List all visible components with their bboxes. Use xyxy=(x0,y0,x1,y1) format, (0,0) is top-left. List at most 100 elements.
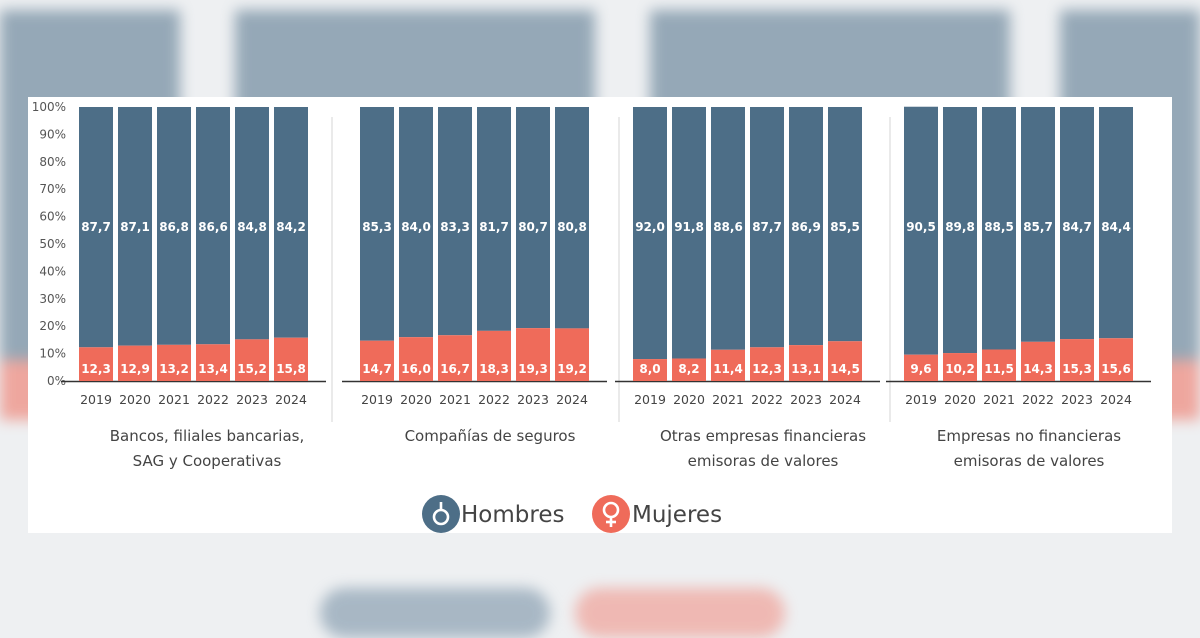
bar-segment-mujeres xyxy=(438,335,472,381)
bar-segment-mujeres xyxy=(1099,338,1133,381)
data-label-hombres: 89,8 xyxy=(945,220,975,234)
data-label-mujeres: 15,3 xyxy=(1062,362,1092,376)
data-label-hombres: 83,3 xyxy=(440,220,470,234)
x-tick-label: 2023 xyxy=(790,392,822,407)
data-label-mujeres: 15,6 xyxy=(1101,362,1131,376)
data-label-mujeres: 14,5 xyxy=(830,362,860,376)
y-tick-label: 90% xyxy=(39,127,66,141)
bar-segment-hombres xyxy=(789,107,823,346)
data-label-hombres: 86,6 xyxy=(198,220,228,234)
bar-segment-hombres xyxy=(555,107,589,329)
stacked-bar-chart: 0% 10% 20% 30% 40% 50% 60% 70% 80% 90% 100% 87,7 12,… xyxy=(32,100,1151,533)
data-label-mujeres: 8,2 xyxy=(678,362,699,376)
x-tick-label: 2019 xyxy=(80,392,112,407)
chart-card: 0% 10% 20% 30% 40% 50% 60% 70% 80% 90% 100% 87,7 12,… xyxy=(28,97,1172,533)
data-label-hombres: 84,0 xyxy=(401,220,431,234)
bar-segment-hombres xyxy=(672,107,706,359)
bar-segment-mujeres xyxy=(555,328,589,381)
bar-segment-hombres xyxy=(1060,107,1094,340)
bar-segment-mujeres xyxy=(943,353,977,381)
y-tick-label: 60% xyxy=(39,210,66,224)
x-tick-label: 2019 xyxy=(361,392,393,407)
data-label-mujeres: 16,0 xyxy=(401,362,431,376)
bar-segment-hombres xyxy=(399,107,433,338)
x-tick-label: 2020 xyxy=(944,392,976,407)
data-label-mujeres: 13,1 xyxy=(791,362,821,376)
x-tick-label: 2023 xyxy=(517,392,549,407)
data-label-hombres: 91,8 xyxy=(674,220,704,234)
data-label-mujeres: 15,2 xyxy=(237,362,267,376)
bar-segment-hombres xyxy=(157,107,191,345)
bar-segment-hombres xyxy=(828,107,862,342)
bar-segment-mujeres xyxy=(79,347,113,381)
bar-segment-mujeres xyxy=(828,341,862,381)
group-label: SAG y Cooperativas xyxy=(133,452,282,470)
bar-segment-hombres xyxy=(118,107,152,346)
group-label: Bancos, filiales bancarias, xyxy=(110,427,305,445)
bar-segment-hombres xyxy=(711,107,745,350)
data-label-mujeres: 11,4 xyxy=(713,362,743,376)
bar-segment-mujeres xyxy=(274,337,308,381)
y-tick-label: 80% xyxy=(39,155,66,169)
group-label: Compañías de seguros xyxy=(405,427,576,445)
bar-segment-hombres xyxy=(1099,107,1133,339)
x-tick-label: 2024 xyxy=(275,392,307,407)
data-label-mujeres: 14,3 xyxy=(1023,362,1053,376)
data-label-mujeres: 12,3 xyxy=(752,362,782,376)
bar-segment-mujeres xyxy=(904,354,938,381)
bar-segment-hombres xyxy=(79,107,113,348)
data-label-mujeres: 19,3 xyxy=(518,362,548,376)
bar-segment-mujeres xyxy=(157,344,191,381)
legend-label-hombres: Hombres xyxy=(461,502,564,528)
bar-segment-hombres xyxy=(750,107,784,348)
x-tick-label: 2023 xyxy=(236,392,268,407)
data-label-mujeres: 15,8 xyxy=(276,362,306,376)
data-label-hombres: 87,7 xyxy=(752,220,782,234)
x-tick-label: 2021 xyxy=(439,392,471,407)
data-label-mujeres: 11,5 xyxy=(984,362,1014,376)
y-tick-label: 70% xyxy=(39,182,66,196)
bar-segment-hombres xyxy=(904,106,938,355)
data-label-hombres: 84,4 xyxy=(1101,220,1131,234)
bar-segment-mujeres xyxy=(118,345,152,381)
data-label-mujeres: 12,9 xyxy=(120,362,150,376)
bar-segment-mujeres xyxy=(235,339,269,381)
x-tick-label: 2023 xyxy=(1061,392,1093,407)
bar-segment-mujeres xyxy=(1060,339,1094,381)
bar-segment-mujeres xyxy=(789,345,823,381)
data-label-hombres: 81,7 xyxy=(479,220,509,234)
bar-segment-mujeres xyxy=(516,328,550,381)
data-label-hombres: 85,5 xyxy=(830,220,860,234)
data-label-hombres: 87,1 xyxy=(120,220,150,234)
x-tick-label: 2019 xyxy=(905,392,937,407)
bar-segment-mujeres xyxy=(360,340,394,381)
y-tick-label: 40% xyxy=(39,264,66,278)
bar-segment-mujeres xyxy=(1021,341,1055,381)
data-label-hombres: 84,7 xyxy=(1062,220,1092,234)
bar-segment-hombres xyxy=(274,107,308,338)
bar-segment-mujeres xyxy=(399,337,433,381)
data-label-mujeres: 10,2 xyxy=(945,362,975,376)
x-tick-label: 2024 xyxy=(556,392,588,407)
group-label: emisoras de valores xyxy=(954,452,1105,470)
y-tick-label: 30% xyxy=(39,292,66,306)
data-label-mujeres: 13,4 xyxy=(198,362,228,376)
bar-segment-mujeres xyxy=(196,344,230,381)
data-label-hombres: 84,2 xyxy=(276,220,306,234)
data-label-hombres: 87,7 xyxy=(81,220,111,234)
x-tick-label: 2019 xyxy=(634,392,666,407)
bar-segment-hombres xyxy=(943,107,977,354)
y-tick-label: 0% xyxy=(47,374,66,388)
data-label-hombres: 85,3 xyxy=(362,220,392,234)
y-tick-label: 20% xyxy=(39,319,66,333)
bar-segment-mujeres xyxy=(750,347,784,381)
data-label-hombres: 80,7 xyxy=(518,220,548,234)
x-tick-label: 2022 xyxy=(197,392,229,407)
data-label-hombres: 92,0 xyxy=(635,220,665,234)
bar-segment-hombres xyxy=(982,107,1016,350)
data-label-hombres: 90,5 xyxy=(906,220,936,234)
y-tick-label: 10% xyxy=(39,347,66,361)
legend-label-mujeres: Mujeres xyxy=(632,502,722,528)
data-label-hombres: 84,8 xyxy=(237,220,267,234)
y-tick-label: 50% xyxy=(39,237,66,251)
